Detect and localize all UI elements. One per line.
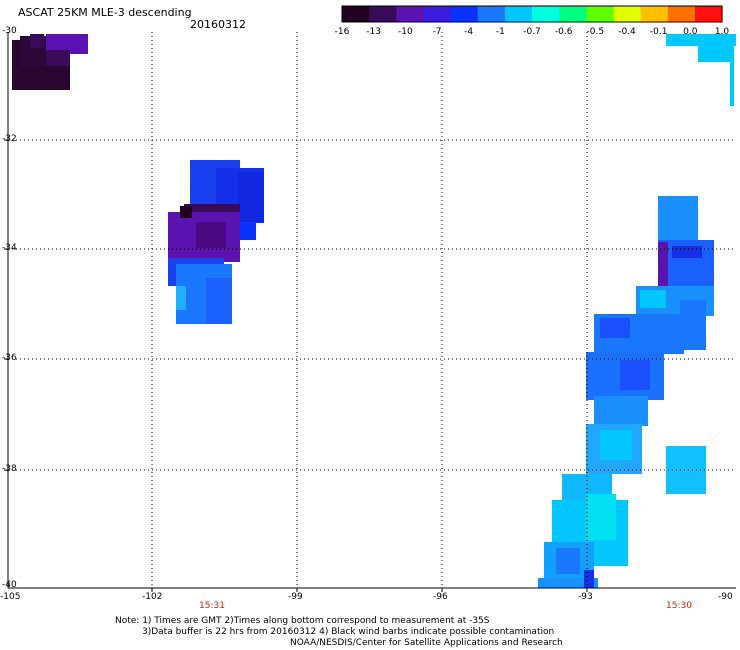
colorbar-swatch <box>504 6 533 22</box>
data-cell <box>196 222 226 248</box>
colorbar-label: -10 <box>397 27 413 37</box>
lat-label: -40 <box>2 580 17 590</box>
axis-frame <box>4 32 736 592</box>
lon-label: -90 <box>718 592 733 602</box>
colorbar-swatch <box>396 6 425 22</box>
data-cell <box>594 396 648 426</box>
map-date: 20160312 <box>190 18 246 31</box>
data-cell <box>176 286 186 310</box>
data-cell <box>46 50 70 66</box>
data-cell <box>730 60 734 106</box>
note-line-1: Note: 1) Times are GMT 2)Times along bot… <box>115 616 490 626</box>
data-cell <box>30 34 44 48</box>
time-label: 15:30 <box>666 601 692 611</box>
colorbar-label: -16 <box>334 27 350 37</box>
colorbar-swatch <box>369 6 397 22</box>
colorbar-swatch <box>342 6 370 22</box>
lat-label: -32 <box>2 134 17 144</box>
colorbar-swatch <box>667 6 696 22</box>
lat-label: -38 <box>2 464 17 474</box>
swath-west <box>12 34 264 324</box>
colorbar-frame <box>341 5 723 23</box>
data-cell <box>600 318 630 338</box>
data-cell <box>698 40 734 62</box>
data-cell <box>680 300 706 350</box>
colorbar <box>341 5 723 23</box>
time-label: 15:31 <box>199 601 225 611</box>
colorbar-swatch <box>613 6 642 22</box>
data-cell <box>640 290 666 308</box>
colorbar-label: -13 <box>366 27 382 37</box>
lon-label: -93 <box>578 592 593 602</box>
colorbar-label: -0.5 <box>586 27 605 37</box>
colorbar-swatch <box>559 6 587 22</box>
data-cell <box>658 242 668 286</box>
data-cell <box>586 494 616 540</box>
grid <box>8 32 736 588</box>
colorbar-label: -1 <box>495 27 505 37</box>
data-cell <box>240 222 256 240</box>
lat-label: -34 <box>2 243 17 253</box>
data-cell <box>620 360 650 390</box>
colorbar-label: -0.6 <box>554 27 573 37</box>
colorbar-swatch <box>532 6 560 22</box>
data-cell <box>46 34 88 54</box>
data-cell <box>238 172 264 222</box>
colorbar-swatch <box>586 6 615 22</box>
colorbar-label: -0.7 <box>523 27 541 37</box>
lon-label: -105 <box>0 592 21 602</box>
lon-label: -99 <box>288 592 303 602</box>
colorbar-label: 0.0 <box>683 27 698 37</box>
lat-label: -30 <box>2 26 17 36</box>
data-cell <box>658 196 698 246</box>
colorbar-label: -7 <box>432 27 442 37</box>
colorbar-swatch <box>477 6 506 22</box>
lat-label: -36 <box>2 353 17 363</box>
map-title: ASCAT 25KM MLE-3 descending <box>18 6 192 19</box>
colorbar-label: -4 <box>464 27 474 37</box>
data-cell <box>206 278 232 324</box>
lon-label: -102 <box>142 592 163 602</box>
data-cell <box>538 578 598 588</box>
note-line-2: 3)Data buffer is 22 hrs from 20160312 4)… <box>142 627 555 637</box>
colorbar-swatch <box>450 6 479 22</box>
data-cell <box>584 570 594 588</box>
data-cell <box>672 246 702 258</box>
colorbar-swatch <box>423 6 452 22</box>
colorbar-label: 1.0 <box>714 27 730 37</box>
data-cell <box>556 548 580 574</box>
note-line-3: NOAA/NESDIS/Center for Satellite Applica… <box>290 638 563 648</box>
data-cell <box>180 206 192 218</box>
swath-east <box>538 34 736 588</box>
colorbar-label: -0.4 <box>618 27 636 37</box>
colorbar-swatch <box>694 6 723 22</box>
colorbar-label: -0.1 <box>649 27 668 37</box>
data-cell <box>600 430 632 460</box>
colorbar-swatch <box>640 6 669 22</box>
lon-label: -96 <box>433 592 448 602</box>
